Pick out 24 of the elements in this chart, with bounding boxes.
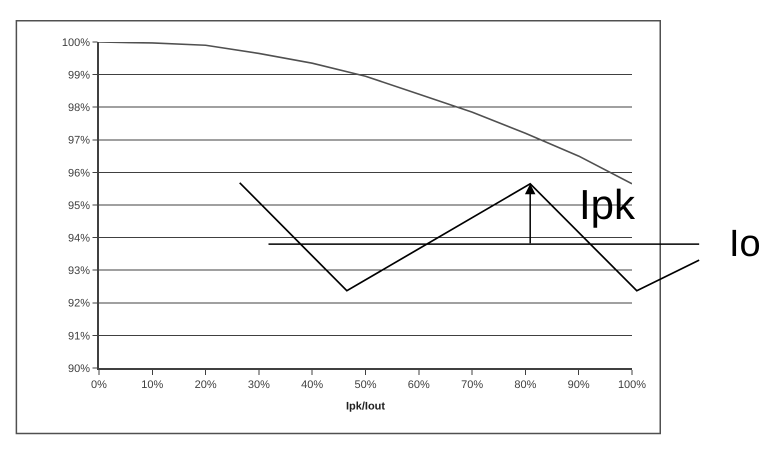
x-tick-label: 70% — [461, 378, 484, 391]
y-tick-label: 96% — [68, 167, 90, 180]
x-tick-label: 30% — [248, 378, 270, 391]
x-axis-title: Ipk/Iout — [346, 400, 386, 413]
x-tick-label: 50% — [354, 378, 377, 391]
y-tick-label: 93% — [68, 265, 90, 278]
y-tick-label: 100% — [62, 36, 90, 49]
x-tick-label: 80% — [514, 378, 537, 391]
x-tick-label: 20% — [194, 378, 217, 391]
y-tick-label: 92% — [68, 298, 90, 310]
y-tick-label: 95% — [68, 200, 90, 212]
x-tick-label: 40% — [301, 378, 324, 391]
ref-line-label: Io — [729, 223, 761, 265]
y-tick-label: 94% — [68, 232, 90, 244]
x-tick-label: 0% — [91, 378, 108, 391]
y-tick-label: 90% — [68, 362, 90, 375]
x-tick-label: 10% — [141, 378, 164, 391]
x-tick-label: 100% — [618, 378, 646, 391]
x-tick-label: 60% — [408, 378, 430, 391]
y-tick-label: 99% — [68, 69, 90, 82]
y-tick-label: 97% — [68, 134, 90, 147]
y-tick-label: 91% — [68, 330, 90, 342]
y-tick-label: 98% — [68, 102, 90, 114]
x-tick-label: 90% — [568, 378, 590, 391]
